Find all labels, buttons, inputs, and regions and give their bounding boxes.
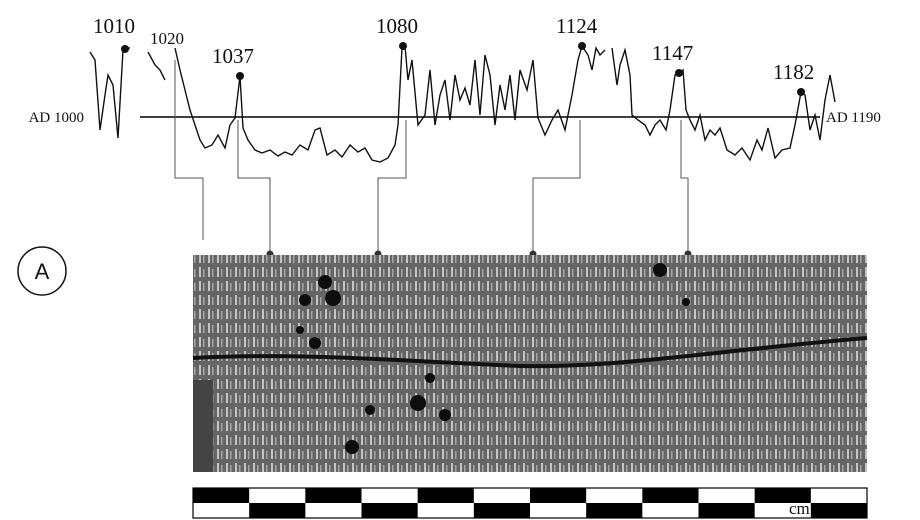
year-label: 1080 xyxy=(376,14,418,38)
curve-piece xyxy=(147,51,166,81)
scale-segment xyxy=(754,488,811,503)
year-label: 1124 xyxy=(556,14,598,38)
end-label: AD 1190 xyxy=(826,110,881,126)
scale-segment xyxy=(586,503,643,518)
wood-image xyxy=(192,255,868,472)
connector xyxy=(680,120,689,253)
connectors xyxy=(174,60,689,253)
hole xyxy=(325,290,341,306)
hole xyxy=(309,337,321,349)
peak-dots xyxy=(121,42,805,96)
wood-edge xyxy=(193,380,213,472)
peak-dot xyxy=(675,69,683,77)
scale-segment xyxy=(698,503,755,518)
hole xyxy=(410,395,426,411)
scale-segment xyxy=(642,488,699,503)
scale-segment xyxy=(249,503,306,518)
hole xyxy=(345,440,359,454)
holes xyxy=(296,263,690,454)
year-label: 1010 xyxy=(93,14,135,38)
hole xyxy=(299,294,311,306)
year-label: 1037 xyxy=(212,44,254,68)
hole xyxy=(682,298,690,306)
scale-segment xyxy=(305,488,362,503)
scale-segment xyxy=(193,488,250,503)
wood-surface xyxy=(193,255,867,472)
connector xyxy=(174,60,204,240)
hole xyxy=(425,373,435,383)
scale-segment xyxy=(473,503,530,518)
peak-dot xyxy=(578,42,586,50)
scale-segment xyxy=(810,503,867,518)
hole xyxy=(439,409,451,421)
hole xyxy=(365,405,375,415)
scale-segment xyxy=(361,503,418,518)
curve-piece xyxy=(89,47,130,139)
connector xyxy=(237,120,271,253)
curve-piece xyxy=(174,44,606,163)
ring-curve xyxy=(89,44,836,163)
scale-segment xyxy=(417,488,474,503)
peak-dot xyxy=(236,72,244,80)
connector xyxy=(377,120,407,253)
panel-circle xyxy=(17,246,67,296)
wood-shade xyxy=(193,255,867,472)
year-label: 1020 xyxy=(150,29,184,48)
hole xyxy=(653,263,667,277)
hole xyxy=(318,275,332,289)
peak-dot xyxy=(797,88,805,96)
crack xyxy=(192,336,868,369)
connector xyxy=(532,120,581,253)
year-label: 1182 xyxy=(773,60,814,84)
peak-dot xyxy=(399,42,407,50)
scale-segment xyxy=(530,488,587,503)
peak-dot xyxy=(121,45,129,53)
scale-bar xyxy=(192,487,868,519)
year-label: 1147 xyxy=(652,41,693,65)
hole xyxy=(296,326,304,334)
scale-unit: cm xyxy=(789,499,810,518)
start-label: AD 1000 xyxy=(29,110,84,126)
panel-label: A xyxy=(35,259,50,284)
